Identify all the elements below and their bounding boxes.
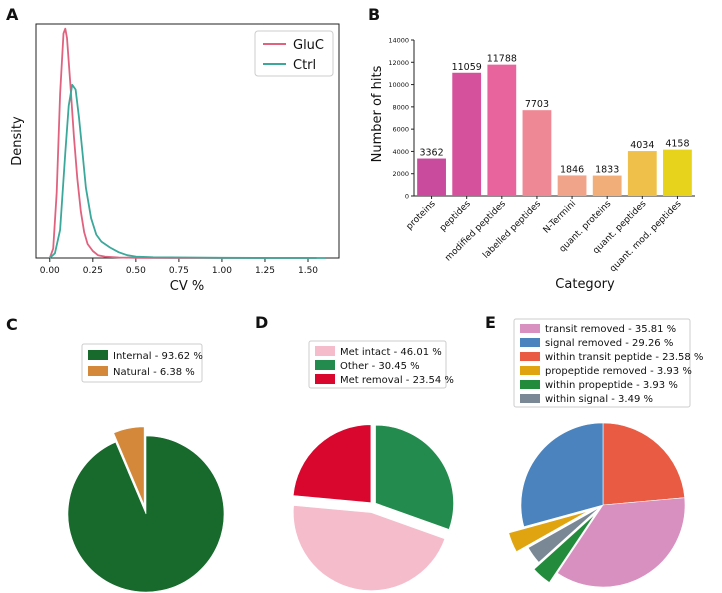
bar-value-label: 1833 <box>595 165 619 176</box>
pie-e-slices <box>508 422 686 588</box>
pie-e-legend-swatch-transit-removed <box>520 324 540 333</box>
pie-d-legend-swatch-other <box>315 360 335 370</box>
density-line-ctrl <box>49 83 326 259</box>
category-label: peptides <box>438 199 473 234</box>
pie-e-legend-label-within-propeptide: within propeptide - 3.93 % <box>545 380 678 391</box>
pie-c-legend-box <box>81 343 203 383</box>
pie-c-slices <box>67 426 225 593</box>
bar-value-label: 1846 <box>560 164 584 175</box>
legend-label-gluc: GluC <box>293 38 324 53</box>
pie-e-legend-swatch-within-transit <box>520 352 540 361</box>
pie-e-legend-label-within-transit: within transit peptide - 23.58 % <box>545 352 703 363</box>
y-tick-label: 12000 <box>388 59 409 67</box>
bar-value-label: 3362 <box>419 148 443 159</box>
density-y-axis-label: Density <box>10 116 25 166</box>
bar-peptides <box>452 72 482 196</box>
bar-quant-mod-peptides <box>663 149 692 196</box>
x-tick-label: 0.00 <box>40 266 60 276</box>
x-tick-label: 0.50 <box>126 266 146 276</box>
pie-d-legend-label-met-intact: Met intact - 46.01 % <box>340 347 442 358</box>
pie-slice-within-transit-peptide <box>602 422 685 506</box>
y-tick-label: 2000 <box>392 170 409 178</box>
density-plot: 0.00 0.25 0.50 0.75 1.00 1.25 1.50 CV % Densit… <box>10 23 340 294</box>
x-tick-label: 1.25 <box>255 266 275 276</box>
pie-d-slices <box>292 424 454 591</box>
y-tick-label: 14000 <box>388 37 409 45</box>
bar-chart: 0 2000 4000 6000 8000 10000 12000 14000 3362 pro… <box>370 37 695 292</box>
pie-slice-signal-removed <box>520 422 604 528</box>
density-legend: GluC Ctrl <box>254 30 334 77</box>
bar-proteins <box>417 158 446 196</box>
panel-label-b: B <box>368 5 380 24</box>
panel-label-c: C <box>6 315 18 334</box>
x-tick-label: 1.00 <box>212 266 232 276</box>
pie-chart-c: Internal - 93.62 % Natural - 6.38 % <box>67 343 225 593</box>
bar-chart-y-ticks: 0 2000 4000 6000 8000 10000 12000 14000 <box>388 37 414 201</box>
pie-c-legend-label-internal: Internal - 93.62 % <box>113 351 203 362</box>
y-tick-label: 8000 <box>392 103 409 111</box>
pie-c-legend-swatch-internal <box>88 350 108 360</box>
pie-e-legend-box <box>513 318 691 408</box>
bar-value-label: 11059 <box>452 62 482 73</box>
pie-e-legend-label-propeptide-removed: propeptide removed - 3.93 % <box>545 366 692 377</box>
pie-slice-propeptide-removed <box>508 510 588 553</box>
pie-e-legend-swatch-propeptide-removed <box>520 366 540 375</box>
y-tick-label: 4000 <box>392 148 409 156</box>
pie-d-legend-box <box>308 340 447 389</box>
panel-label-d: D <box>255 313 268 332</box>
pie-slice-internal <box>67 435 225 593</box>
legend-label-ctrl: Ctrl <box>293 58 316 73</box>
pie-d-legend-swatch-met-intact <box>315 346 335 356</box>
bar-quant-proteins <box>592 175 622 196</box>
density-lines <box>48 27 326 259</box>
pie-slice-within-signal <box>527 507 600 563</box>
pie-e-legend-label-within-signal: within signal - 3.49 % <box>545 394 653 405</box>
pie-c-legend-label-natural: Natural - 6.38 % <box>113 367 195 378</box>
bar-chart-x-axis-label: Category <box>555 277 615 292</box>
pie-d-legend-label-other: Other - 30.45 % <box>340 361 420 372</box>
bar-modified-peptides <box>487 64 517 196</box>
bar-labelled-peptides <box>522 110 552 196</box>
category-label: N-Termini <box>542 199 579 236</box>
pie-d-legend-swatch-met-removal <box>315 374 335 384</box>
pie-chart-e: transit removed - 35.81 % signal removed… <box>508 318 703 588</box>
x-tick-label: 1.50 <box>298 266 318 276</box>
category-label: proteins <box>405 199 438 232</box>
category-label: quant. mod. peptides <box>608 199 684 275</box>
bar-chart-y-axis-label: Number of hits <box>370 65 385 162</box>
pie-slice-natural <box>113 426 145 505</box>
bar-quant-peptides <box>627 151 657 196</box>
x-tick-label: 0.75 <box>169 266 189 276</box>
pie-c-legend-swatch-natural <box>88 366 108 376</box>
pie-e-legend-swatch-signal-removed <box>520 338 540 347</box>
pie-slice-met-removal <box>292 424 372 504</box>
x-tick-label: 0.25 <box>83 266 103 276</box>
pie-d-legend-label-met-removal: Met removal - 23.54 % <box>340 375 454 386</box>
y-tick-label: 10000 <box>388 81 409 89</box>
density-x-ticks: 0.00 0.25 0.50 0.75 1.00 1.25 1.50 <box>40 258 318 276</box>
panel-label-a: A <box>6 5 19 24</box>
bar-value-label: 11788 <box>487 54 517 65</box>
pie-slice-within-propeptide <box>533 514 596 583</box>
pie-slice-transit-removed <box>556 497 686 588</box>
density-x-axis-label: CV % <box>170 279 204 294</box>
y-tick-label: 6000 <box>392 126 409 134</box>
pie-e-legend-label-transit-removed: transit removed - 35.81 % <box>545 324 676 335</box>
bar-value-label: 4034 <box>630 140 654 151</box>
category-label: modified peptides <box>443 199 508 264</box>
bar-n-termini <box>557 175 587 196</box>
bar-chart-bars: 3362 proteins 11059 peptides 11788 modified p… <box>405 54 692 275</box>
panel-label-e: E <box>485 313 496 332</box>
pie-slice-other <box>375 424 454 530</box>
bar-value-label: 4158 <box>665 139 689 150</box>
y-tick-label: 0 <box>405 193 409 201</box>
pie-e-legend-swatch-within-propeptide <box>520 380 540 389</box>
pie-slice-met-intact <box>293 505 446 591</box>
pie-e-legend-swatch-within-signal <box>520 394 540 403</box>
pie-e-legend-label-signal-removed: signal removed - 29.26 % <box>545 338 673 349</box>
pie-chart-d: Met intact - 46.01 % Other - 30.45 % Met… <box>292 340 454 591</box>
bar-value-label: 7703 <box>525 99 549 110</box>
